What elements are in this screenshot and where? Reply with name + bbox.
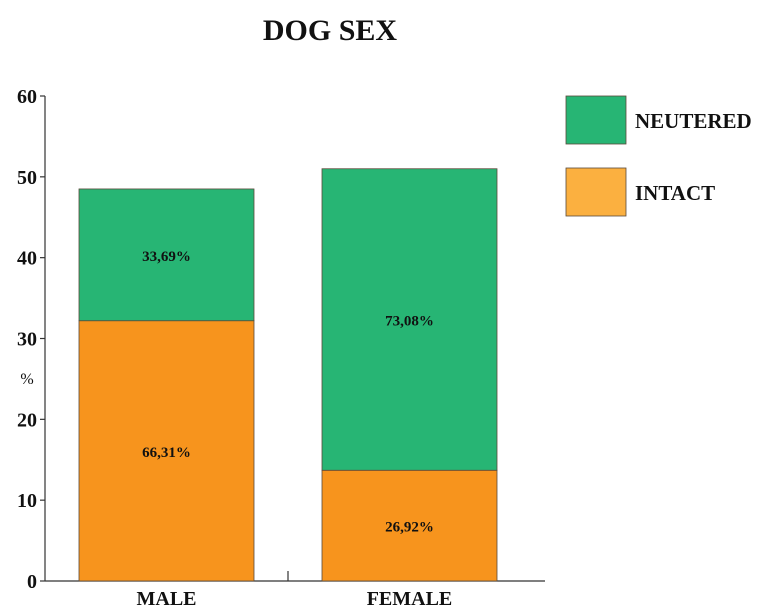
y-tick-label: 30 <box>17 329 37 351</box>
y-axis-label: % <box>20 371 33 388</box>
y-tick-label: 20 <box>17 409 37 431</box>
data-label: 33,69% <box>142 249 191 265</box>
x-category-label: FEMALE <box>367 588 453 609</box>
legend-swatch-neutered <box>565 95 627 145</box>
data-label: 66,31% <box>142 445 191 461</box>
y-tick-label: 0 <box>27 571 37 593</box>
data-label: 73,08% <box>385 314 434 330</box>
legend-swatch-intact <box>565 167 627 217</box>
x-category-label: MALE <box>137 588 197 609</box>
y-tick-label: 50 <box>17 167 37 189</box>
bar-segment-neutered-male <box>78 188 255 322</box>
legend-label-intact: INTACT <box>635 181 715 205</box>
bar-segment-neutered-female <box>321 168 498 471</box>
data-label: 26,92% <box>385 520 434 536</box>
bar-segment-intact-female <box>321 469 498 582</box>
legend-label-neutered: NEUTERED <box>635 109 752 133</box>
y-tick-label: 40 <box>17 248 37 270</box>
legend: NEUTERED INTACT <box>565 95 752 217</box>
bar-segment-intact-male <box>78 320 255 582</box>
y-tick-label: 10 <box>17 490 37 512</box>
y-axis: 0 10 20 30 40 50 60 <box>17 86 46 593</box>
y-tick-label: 60 <box>17 86 37 108</box>
bars: 66,31% 33,69% 26,92% 73,08% <box>78 168 498 582</box>
chart-title: DOG SEX <box>263 14 398 47</box>
